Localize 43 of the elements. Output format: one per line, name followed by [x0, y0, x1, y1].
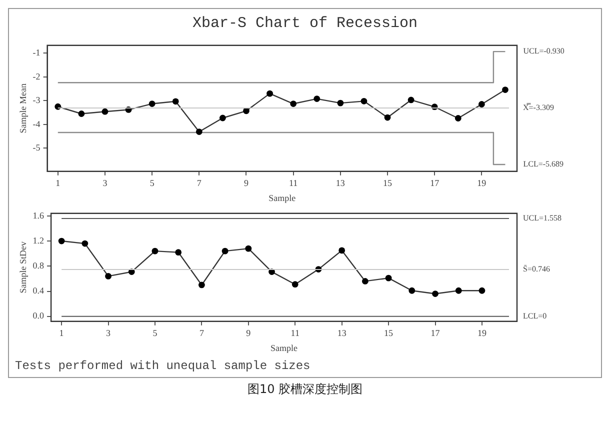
x-tick-label: 3 — [106, 328, 112, 338]
x-tick-label: 13 — [337, 328, 347, 338]
x-tick-label: 15 — [384, 328, 394, 338]
x-tick-label: 9 — [246, 328, 252, 338]
y-tick-label: 0.8 — [32, 260, 45, 271]
x-tick-label: 15 — [383, 178, 393, 188]
x-tick-label: 3 — [102, 178, 108, 188]
y-tick-label: -4 — [32, 118, 41, 129]
ref-line-label: UCL=1.558 — [523, 214, 562, 223]
y-tick-label: -3 — [32, 95, 41, 106]
x-tick-label: 11 — [290, 328, 300, 338]
y-tick-label: -2 — [32, 71, 40, 82]
annotation: LCL=-5.689 — [523, 160, 564, 169]
y-tick-label: 0.0 — [32, 310, 45, 321]
chart-title: Xbar-S Chart of Recession — [191, 14, 419, 34]
x-tick-label: 17 — [430, 178, 440, 188]
y-axis-title: Sample Mean — [18, 83, 28, 134]
y-tick-label: 1.2 — [32, 235, 44, 246]
x-tick-label: 11 — [288, 178, 298, 188]
text: Tests performed with unequal sample sizes — [15, 359, 312, 373]
y-axis-title: Sample StDev — [18, 241, 28, 294]
x-tick-label: 17 — [430, 328, 440, 338]
x-tick-label: 7 — [199, 328, 204, 338]
x-axis-title: Sample — [268, 192, 296, 203]
y-tick-label: -1 — [32, 48, 40, 58]
ref-line-label: S̄=0.746 — [523, 264, 550, 274]
y-tick-label: 1.6 — [32, 210, 45, 220]
y-tick-label: 0.4 — [32, 286, 45, 296]
x-tick-label: 1 — [59, 328, 64, 338]
x-tick-label: 1 — [56, 178, 60, 188]
x-tick-label: 19 — [477, 178, 487, 188]
annotation: UCL=-0.930 — [523, 46, 564, 56]
x-tick-label: 19 — [477, 328, 487, 338]
ref-line-label: X̿=-3.309 — [523, 103, 554, 112]
y-tick-label: -5 — [32, 142, 41, 153]
x-axis-title: Sample — [270, 342, 298, 353]
x-tick-label: 5 — [152, 328, 158, 338]
x-tick-label: 13 — [336, 178, 346, 188]
x-tick-label: 7 — [196, 178, 202, 188]
x-tick-label: 5 — [150, 178, 155, 188]
caption: 图10 胶槽深度控制图 — [246, 381, 364, 398]
ref-line-label: LCL=0 — [523, 311, 547, 320]
x-tick-label: 9 — [244, 178, 249, 188]
